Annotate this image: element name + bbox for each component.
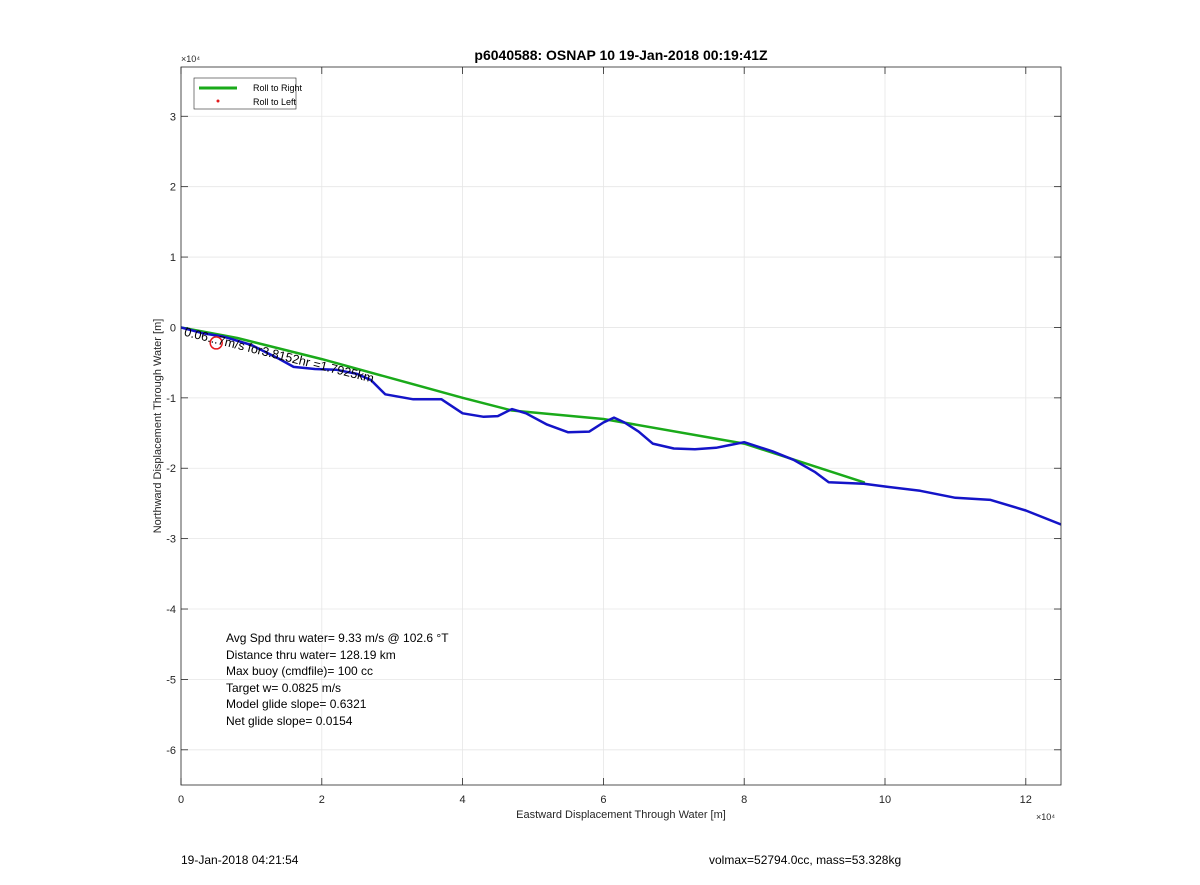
legend-label-roll-left: Roll to Left xyxy=(253,97,297,107)
x-tick-label: 4 xyxy=(460,794,466,806)
start-marker xyxy=(209,336,223,350)
grid-lines xyxy=(180,67,1061,785)
legend-label-roll-right: Roll to Right xyxy=(253,83,303,93)
legend: Roll to Right Roll to Left xyxy=(193,77,303,110)
track-line xyxy=(181,326,1061,526)
x-tick-label: 6 xyxy=(600,794,606,806)
footer-vol-mass: volmax=52794.0cc, mass=53.328kg xyxy=(709,853,902,867)
y-tick-label: -4 xyxy=(166,604,176,616)
y-tick-label: 2 xyxy=(170,182,176,194)
y-tick-label: 3 xyxy=(170,111,176,123)
y-tick-labels: -6 -5 -4 -3 -2 -1 0 1 2 3 xyxy=(166,111,176,757)
x-tick-label: 8 xyxy=(741,794,747,806)
stat-avg-speed: Avg Spd thru water= 9.33 m/s @ 102.6 °T xyxy=(226,631,449,645)
legend-dot-roll-left xyxy=(216,99,220,103)
roll-right-line xyxy=(181,326,866,484)
x-tick-label: 0 xyxy=(178,794,184,806)
x-tick-label: 12 xyxy=(1020,794,1032,806)
y-tick-label: -3 xyxy=(166,534,176,546)
y-tick-label: 1 xyxy=(170,252,176,264)
footer-timestamp: 19-Jan-2018 04:21:54 xyxy=(181,853,299,867)
legend-box xyxy=(193,77,297,110)
stat-model-glide-slope: Model glide slope= 0.6321 xyxy=(226,697,367,711)
x-axis-label: Eastward Displacement Through Water [m] xyxy=(516,809,726,821)
stats-block: Avg Spd thru water= 9.33 m/s @ 102.6 °T … xyxy=(226,631,449,728)
y-exponent-label: ×10⁴ xyxy=(181,54,200,64)
stat-target-w: Target w= 0.0825 m/s xyxy=(226,681,341,695)
stat-distance: Distance thru water= 128.19 km xyxy=(226,648,396,662)
y-tick-label: -6 xyxy=(166,745,176,757)
stat-max-buoy: Max buoy (cmdfile)= 100 cc xyxy=(226,664,373,678)
y-axis-label: Northward Displacement Through Water [m] xyxy=(152,319,164,534)
y-tick-label: -2 xyxy=(166,463,176,475)
x-tick-label: 2 xyxy=(319,794,325,806)
stat-net-glide-slope: Net glide slope= 0.0154 xyxy=(226,714,353,728)
y-tick-label: -1 xyxy=(166,393,176,405)
chart-title: p6040588: OSNAP 10 19-Jan-2018 00:19:41Z xyxy=(474,47,768,63)
x-tick-labels: 0 2 4 6 8 10 12 xyxy=(178,794,1032,806)
y-tick-label: 0 xyxy=(170,322,176,334)
x-tick-label: 10 xyxy=(879,794,891,806)
x-exponent-label: ×10⁴ xyxy=(1036,812,1055,822)
y-tick-label: -5 xyxy=(166,674,176,686)
axes-frame xyxy=(180,66,1062,786)
series-layer xyxy=(181,326,1061,526)
